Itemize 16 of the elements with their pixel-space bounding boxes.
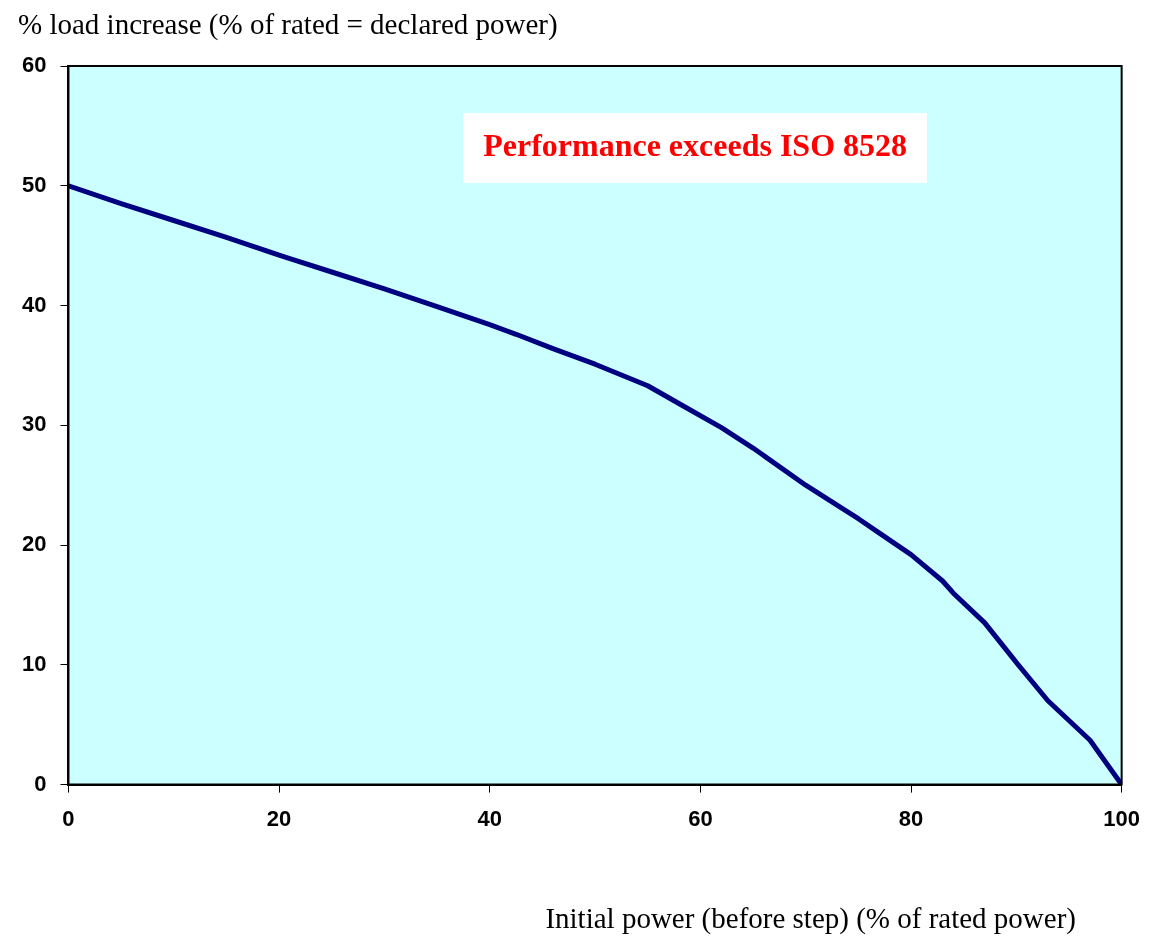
y-tick-label: 40 (21, 291, 47, 317)
y-tick-label: 10 (21, 650, 47, 676)
x-axis-title: Initial power (before step) (% of rated power) (545, 902, 1076, 935)
x-tick-label: 20 (266, 805, 292, 831)
y-tick-label: 60 (21, 52, 47, 78)
annotation: Performance exceeds ISO 8528 (483, 127, 908, 164)
x-tick-label: 100 (1103, 805, 1141, 831)
y-tick-label: 0 (34, 770, 47, 796)
x-tick-label: 80 (898, 805, 924, 831)
y-axis-title: % load increase (% of rated = declared power) (18, 8, 558, 41)
x-tick-label: 60 (688, 805, 713, 831)
x-tick-label: 0 (62, 805, 75, 831)
y-tick-label: 50 (21, 171, 47, 197)
y-tick-label: 30 (21, 411, 47, 437)
x-tick-label: 40 (477, 805, 502, 831)
y-tick-label: 20 (21, 531, 47, 557)
